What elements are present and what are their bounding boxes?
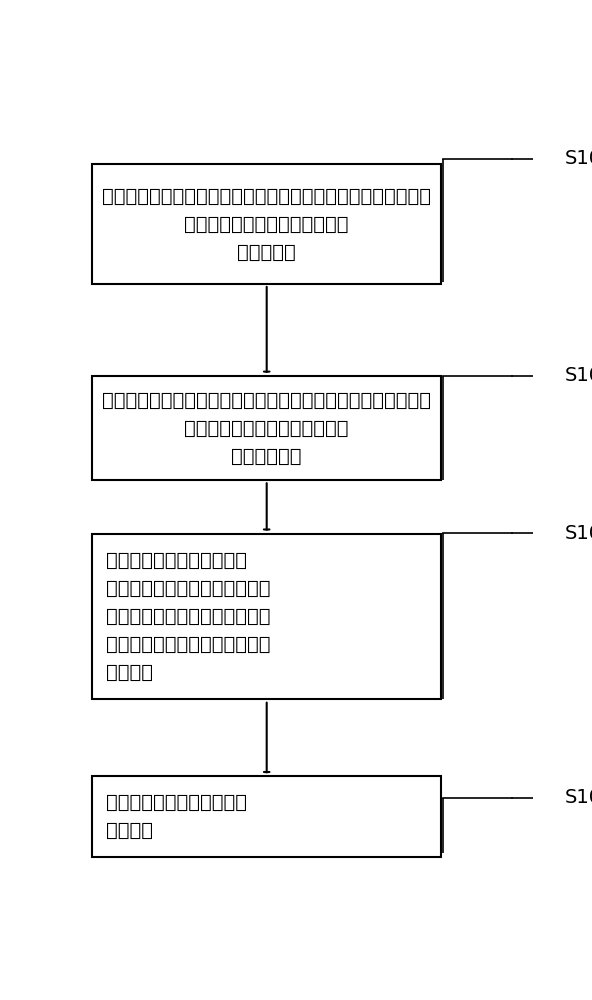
- Bar: [92, 776, 441, 857]
- Bar: [92, 534, 441, 699]
- Text: S103: S103: [565, 524, 592, 543]
- Text: 根据所述电机转速变化量以
及预设的参数计算得到电机的输
出转矩；所述输出转矩使得所述
实际电机转速与所述理论电机转
速相匹配: 根据所述电机转速变化量以 及预设的参数计算得到电机的输 出转矩；所述输出转矩使得…: [106, 551, 271, 682]
- Text: 获取当前时刻电机的实际电机转速，并根据所述实际电机转速以
及所述理论电机转速计算得到电
机转速变化量: 获取当前时刻电机的实际电机转速，并根据所述实际电机转速以 及所述理论电机转速计算…: [102, 390, 431, 466]
- Bar: [92, 376, 441, 480]
- Text: S102: S102: [565, 366, 592, 385]
- Text: S101: S101: [565, 149, 592, 168]
- Text: S104: S104: [565, 788, 592, 807]
- Bar: [92, 164, 441, 284]
- Text: 控制所述电机按照所述输出
转矩运行: 控制所述电机按照所述输出 转矩运行: [106, 793, 247, 840]
- Text: 获取当前时刻车轮的实际车轮转速，根据所述实际车轮转速以及
预设的动力系统速比计算得到理
论电机转速: 获取当前时刻车轮的实际车轮转速，根据所述实际车轮转速以及 预设的动力系统速比计算…: [102, 186, 431, 261]
